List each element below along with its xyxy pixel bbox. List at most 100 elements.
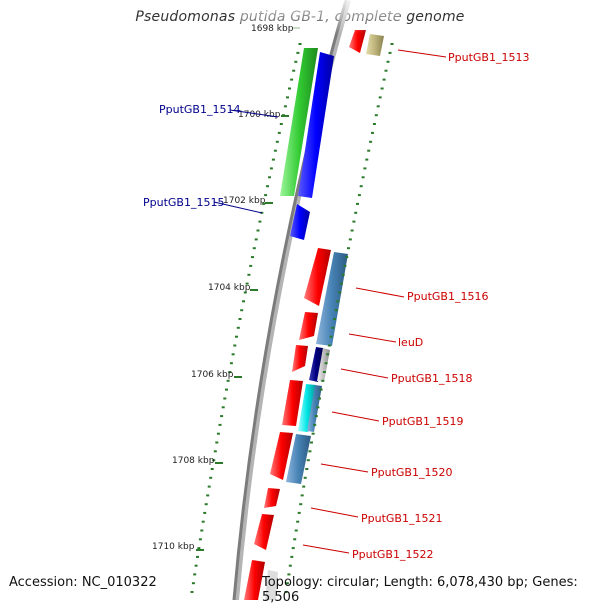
- gene-feature-red-e[interactable]: [270, 432, 293, 480]
- gene-feature-navy[interactable]: [309, 347, 323, 382]
- gene-feature-pputgb1-1518[interactable]: [317, 348, 330, 382]
- outer-tick-dot: [380, 87, 384, 90]
- outer-tick-dot: [291, 547, 295, 550]
- outer-tick-dot: [319, 388, 323, 391]
- gene-label-leud[interactable]: leuD: [398, 336, 423, 349]
- inner-tick-dot: [209, 476, 213, 479]
- kbp-label-1702: 1702 kbp: [223, 196, 266, 206]
- gene-label-pputgb1-1518[interactable]: PputGB1_1518: [391, 372, 472, 385]
- outer-tick-dot: [285, 582, 289, 585]
- outer-tick-dot: [329, 335, 333, 338]
- inner-tick-dot: [256, 229, 260, 232]
- outer-tick-dot: [314, 415, 318, 418]
- gene-feature-pputgb1-1514-green[interactable]: [280, 48, 318, 196]
- gene-feature-leud[interactable]: [299, 312, 318, 340]
- forward-genes: [280, 48, 334, 240]
- inner-tick-dot: [252, 247, 256, 250]
- inner-tick-dot: [275, 140, 279, 143]
- inner-tick-dot: [220, 415, 224, 418]
- topology-summary: Topology: circular; Length: 6,078,430 bp…: [262, 575, 578, 605]
- inner-tick-dot: [201, 520, 205, 523]
- inner-tick-dot: [215, 441, 219, 444]
- gene-labels: PputGB1_1513 PputGB1_1514 PputGB1_1515 P…: [143, 49, 529, 561]
- outer-tick-dot: [316, 406, 320, 409]
- top-fade: [240, 0, 400, 34]
- outer-tick-dot: [310, 441, 313, 444]
- outer-tick-dot: [297, 511, 301, 514]
- leader-line-pputgb1-1519: [331, 411, 380, 422]
- gene-label-pputgb1-1521[interactable]: PputGB1_1521: [361, 512, 442, 525]
- outer-tick-dot: [341, 273, 345, 276]
- inner-tick-dot: [193, 573, 197, 576]
- inner-tick-dot: [223, 397, 227, 400]
- gene-label-pputgb1-1519[interactable]: PputGB1_1519: [382, 415, 463, 428]
- leader-line-leud: [348, 333, 397, 343]
- leader-line-pputgb1-1520: [320, 463, 369, 473]
- leader-line-pputgb1-1515: [213, 201, 263, 214]
- outer-tick-dot: [313, 423, 317, 426]
- gene-feature-pputgb1-1521[interactable]: [264, 488, 280, 508]
- gene-feature-red-b[interactable]: [304, 248, 331, 306]
- kbp-label-1700: 1700 kbp: [238, 110, 281, 120]
- gene-feature-red-c[interactable]: [292, 345, 308, 372]
- reverse-genes: [244, 30, 384, 600]
- gene-label-pputgb1-1515[interactable]: PputGB1_1515: [143, 196, 224, 209]
- outer-tick-dot: [300, 494, 304, 497]
- gene-label-pputgb1-1514[interactable]: PputGB1_1514: [159, 103, 240, 116]
- outer-tick-dot: [365, 158, 369, 161]
- outer-tick-dot: [378, 96, 382, 99]
- inner-tick-dot: [190, 591, 194, 593]
- inner-tick-dot: [236, 326, 240, 329]
- inner-tick-dot: [254, 238, 258, 241]
- gene-feature-grey-faint[interactable]: [265, 570, 278, 600]
- outer-tick-dot: [308, 450, 312, 453]
- outer-tick-dot: [390, 43, 394, 45]
- inner-tick-dot: [249, 264, 253, 267]
- leader-line-pputgb1-1518: [340, 368, 389, 379]
- kbp-label-1704: 1704 kbp: [208, 283, 251, 293]
- inner-tick-dot: [264, 194, 268, 197]
- outer-tick-dot: [348, 238, 352, 241]
- outer-tick-dot: [334, 309, 338, 312]
- gene-feature-pputgb1-1520[interactable]: [286, 434, 311, 484]
- inner-tick-dot: [292, 69, 296, 72]
- gene-feature-pputgb1-1513[interactable]: [366, 34, 384, 56]
- inner-tick-dot: [242, 300, 245, 303]
- gene-feature-pputgb1-1519[interactable]: [307, 385, 322, 432]
- gene-feature-red-f[interactable]: [254, 514, 274, 550]
- gene-label-pputgb1-1520[interactable]: PputGB1_1520: [371, 466, 452, 479]
- gene-feature-pputgb1-1514[interactable]: [298, 52, 334, 198]
- gene-label-pputgb1-1522[interactable]: PputGB1_1522: [352, 548, 433, 561]
- inner-tick-dot: [271, 158, 275, 161]
- inner-tick-dot: [191, 582, 195, 585]
- inner-tick-dot: [294, 60, 298, 63]
- outer-tick-dot: [339, 282, 343, 285]
- kbp-label-1708: 1708 kbp: [172, 456, 215, 466]
- inner-tick-dot: [279, 123, 283, 125]
- inner-tick-dot: [251, 256, 254, 259]
- outer-tick-dot: [318, 397, 321, 400]
- outer-tick-dot: [356, 202, 359, 205]
- inner-tick-dot: [212, 459, 216, 462]
- inner-tick-dot: [273, 149, 277, 152]
- inner-tick-dot: [258, 220, 262, 223]
- inner-tick-dot: [213, 450, 217, 453]
- gene-feature-red-a[interactable]: [349, 30, 366, 53]
- gene-feature-pputgb1-1515[interactable]: [290, 204, 310, 240]
- leader-line-pputgb1-1514: [229, 109, 279, 118]
- outer-tick-dot: [327, 344, 331, 347]
- inner-tick-dot: [245, 282, 249, 285]
- gene-feature-red-d[interactable]: [282, 380, 303, 426]
- gene-label-pputgb1-1516[interactable]: PputGB1_1516: [407, 290, 488, 303]
- gene-feature-pputgb1-1522[interactable]: [244, 560, 265, 600]
- inner-tick-dot: [198, 538, 202, 541]
- inner-tick-dot: [240, 309, 244, 312]
- gene-feature-pputgb1-1516[interactable]: [316, 252, 348, 346]
- outer-tick-dot: [357, 194, 361, 197]
- outer-tick-dot: [338, 291, 342, 294]
- gene-label-pputgb1-1513[interactable]: PputGB1_1513: [448, 51, 529, 64]
- gene-feature-cyan[interactable]: [298, 384, 316, 432]
- inner-tick-dot: [206, 494, 210, 497]
- outer-tick-dot: [296, 520, 300, 523]
